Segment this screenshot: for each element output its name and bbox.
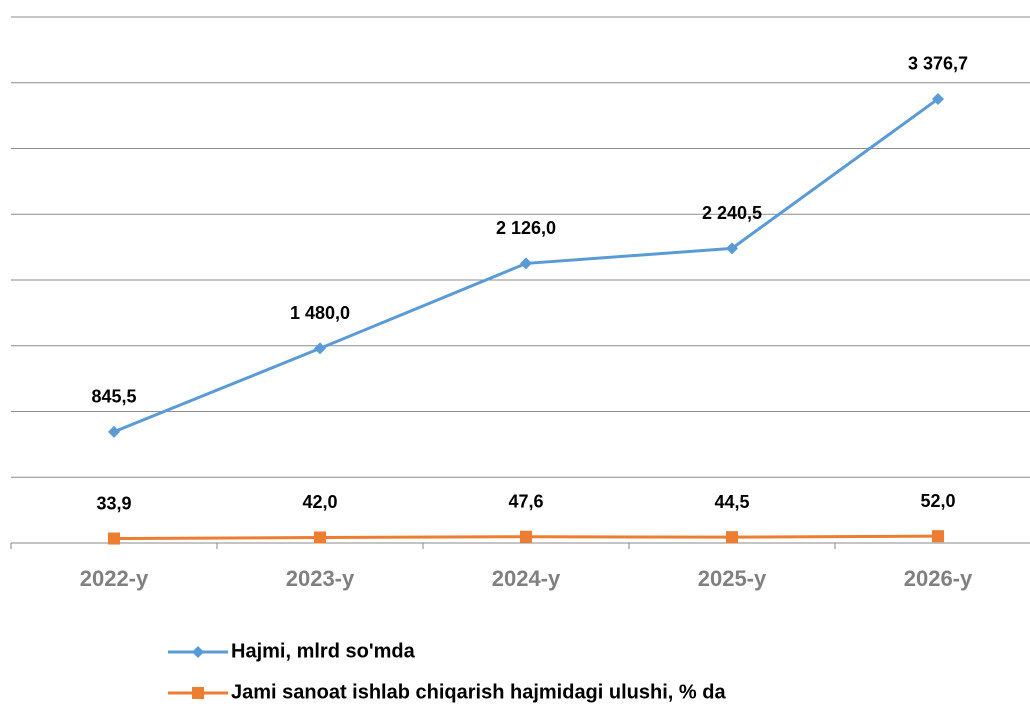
x-tick-label: 2026-y xyxy=(904,566,973,591)
x-tick-label: 2025-y xyxy=(698,566,767,591)
x-tick-label: 2023-y xyxy=(286,566,355,591)
point-marker xyxy=(726,531,738,544)
data-label: 44,5 xyxy=(714,492,749,512)
data-label: 33,9 xyxy=(96,493,131,513)
legend-label: Jami sanoat ishlab chiqarish hajmidagi u… xyxy=(231,681,726,703)
point-marker xyxy=(520,530,532,543)
point-marker xyxy=(314,531,326,544)
data-label: 42,0 xyxy=(302,492,337,512)
legend-marker xyxy=(192,687,204,699)
data-label: 3 376,7 xyxy=(908,54,968,74)
data-label: 845,5 xyxy=(91,387,136,407)
point-marker xyxy=(108,532,120,545)
point-marker xyxy=(932,92,944,105)
x-tick-label: 2022-y xyxy=(80,566,149,591)
point-marker xyxy=(932,530,944,543)
data-label: 52,0 xyxy=(920,491,955,511)
point-marker xyxy=(108,425,120,438)
x-tick-label: 2024-y xyxy=(492,566,561,591)
data-label: 2 240,5 xyxy=(702,203,762,223)
data-label: 47,6 xyxy=(508,491,543,511)
data-label: 1 480,0 xyxy=(290,303,350,323)
legend-label: Hajmi, mlrd so'mda xyxy=(231,640,416,662)
point-marker xyxy=(314,342,326,355)
point-marker xyxy=(520,257,532,270)
data-label: 2 126,0 xyxy=(496,218,556,238)
point-marker xyxy=(726,242,738,255)
legend-marker xyxy=(192,646,204,658)
